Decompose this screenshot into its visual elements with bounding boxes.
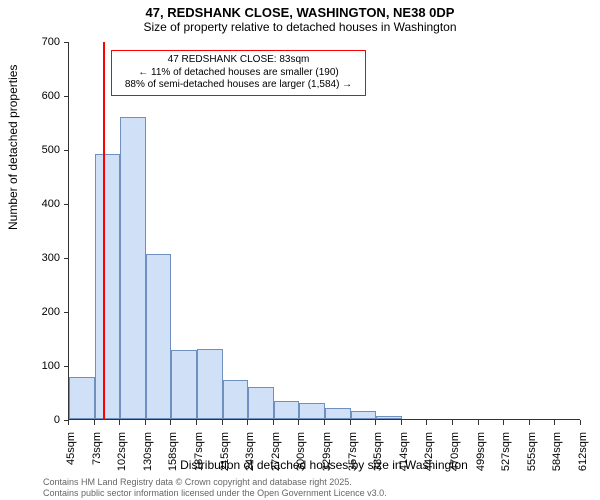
chart-subtitle: Size of property relative to detached ho… xyxy=(0,21,600,37)
annotation-box: 47 REDSHANK CLOSE: 83sqm← 11% of detache… xyxy=(111,50,366,96)
histogram-bar xyxy=(299,403,325,419)
annotation-line: 47 REDSHANK CLOSE: 83sqm xyxy=(117,54,360,67)
plot-area: 47 REDSHANK CLOSE: 83sqm← 11% of detache… xyxy=(68,42,580,420)
xtick xyxy=(273,420,274,425)
ytick xyxy=(64,96,69,97)
histogram-bar xyxy=(274,401,300,419)
histogram-bar xyxy=(223,380,249,419)
xtick xyxy=(554,420,555,425)
x-axis-label-wrap: Distribution of detached houses by size … xyxy=(68,458,580,472)
ytick xyxy=(64,150,69,151)
chart-container: 47, REDSHANK CLOSE, WASHINGTON, NE38 0DP… xyxy=(0,0,600,500)
xtick xyxy=(452,420,453,425)
ytick xyxy=(64,204,69,205)
xtick xyxy=(478,420,479,425)
xtick xyxy=(94,420,95,425)
ytick-label: 700 xyxy=(0,36,60,48)
ytick-label: 100 xyxy=(0,360,60,372)
annotation-line: 88% of semi-detached houses are larger (… xyxy=(117,79,360,92)
histogram-bar xyxy=(171,350,197,419)
xtick xyxy=(426,420,427,425)
plot-wrap: 47 REDSHANK CLOSE: 83sqm← 11% of detache… xyxy=(68,42,580,420)
xtick xyxy=(350,420,351,425)
chart-title: 47, REDSHANK CLOSE, WASHINGTON, NE38 0DP xyxy=(0,0,600,21)
xtick xyxy=(119,420,120,425)
xtick xyxy=(324,420,325,425)
histogram-bar xyxy=(95,154,121,419)
credit-line-2: Contains public sector information licen… xyxy=(43,488,387,498)
ytick-label: 0 xyxy=(0,414,60,426)
histogram-bar xyxy=(376,416,402,419)
histogram-bar xyxy=(248,387,274,419)
ytick-label: 400 xyxy=(0,198,60,210)
credits: Contains HM Land Registry data © Crown c… xyxy=(43,477,387,498)
credit-line-1: Contains HM Land Registry data © Crown c… xyxy=(43,477,387,487)
annotation-line: ← 11% of detached houses are smaller (19… xyxy=(117,67,360,80)
xtick xyxy=(401,420,402,425)
xtick xyxy=(170,420,171,425)
histogram-bar xyxy=(146,254,172,419)
histogram-bar xyxy=(197,349,223,419)
xtick xyxy=(298,420,299,425)
ytick xyxy=(64,258,69,259)
xtick xyxy=(375,420,376,425)
ytick-label: 600 xyxy=(0,90,60,102)
ytick xyxy=(64,42,69,43)
histogram-bar xyxy=(325,408,351,419)
xtick xyxy=(580,420,581,425)
ytick-label: 500 xyxy=(0,144,60,156)
xtick xyxy=(68,420,69,425)
xtick xyxy=(145,420,146,425)
ytick-label: 200 xyxy=(0,306,60,318)
subject-marker-line xyxy=(103,42,105,420)
xtick xyxy=(196,420,197,425)
xtick xyxy=(222,420,223,425)
ytick-label: 300 xyxy=(0,252,60,264)
histogram-bar xyxy=(69,377,95,419)
ytick xyxy=(64,312,69,313)
x-axis-label: Distribution of detached houses by size … xyxy=(68,458,580,472)
xtick xyxy=(503,420,504,425)
histogram-bar xyxy=(351,411,377,419)
ytick xyxy=(64,366,69,367)
xtick xyxy=(247,420,248,425)
xtick xyxy=(529,420,530,425)
histogram-bar xyxy=(120,117,146,419)
